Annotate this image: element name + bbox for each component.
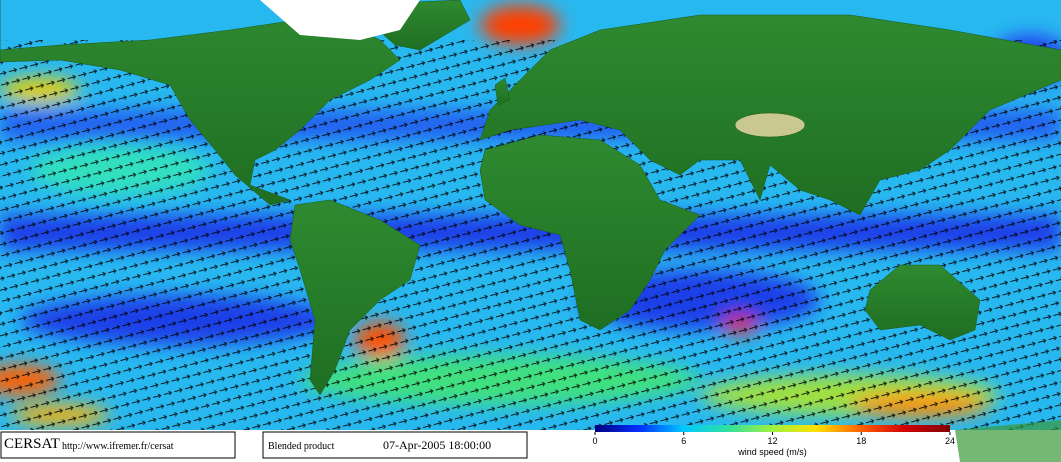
antarctic-edge [955,420,1061,462]
colorbar: 0 6 12 18 24 wind speed (m/s) [592,425,955,457]
colorbar-tick-label: 18 [856,436,866,446]
australia [864,264,981,341]
timestamp: 07-Apr-2005 18:00:00 [383,438,491,452]
logo: CERSAT [4,436,60,452]
map [0,0,1061,430]
ice [260,0,420,40]
url: http://www.ifremer.fr/cersat [62,441,174,452]
land [0,0,1061,396]
colorbar-tick-label: 0 [592,436,597,446]
colorbar-fill [595,425,950,432]
north-america [0,0,401,206]
colorbar-tick-label: 24 [945,436,955,446]
colorbar-label: wind speed (m/s) [737,447,807,457]
africa [479,134,701,331]
south-america [289,199,421,396]
plateau [734,112,806,138]
colorbar-tick-label: 12 [767,436,777,446]
britain [494,77,511,106]
info-box [262,431,528,459]
product: Blended product [268,441,335,452]
colorbar-tick-label: 6 [681,436,686,446]
logo-box [0,431,236,459]
